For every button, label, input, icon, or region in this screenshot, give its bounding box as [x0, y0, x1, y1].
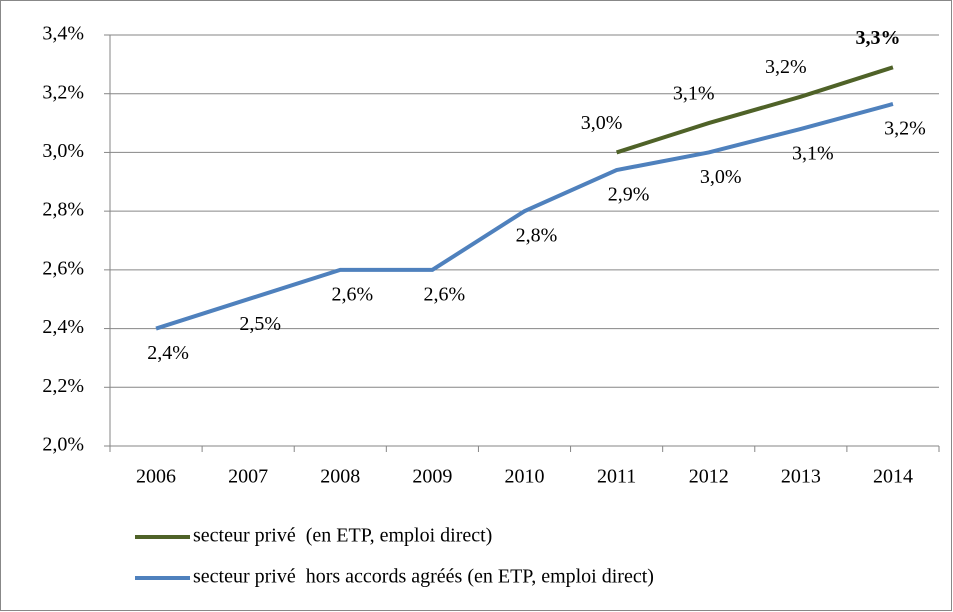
y-tick-label: 2,0% — [42, 434, 84, 456]
y-tick-label: 2,8% — [42, 199, 84, 221]
y-tick-label: 2,4% — [42, 316, 84, 338]
series-line — [616, 65, 894, 155]
x-tick-label: 2007 — [228, 466, 268, 488]
data-label: 3,2% — [884, 118, 926, 140]
y-tick-label: 3,2% — [42, 81, 84, 103]
data-label: 3,0% — [700, 166, 742, 188]
y-tick-label: 3,0% — [42, 140, 84, 162]
x-tick-label: 2008 — [320, 466, 360, 488]
data-label: 3,3% — [855, 27, 900, 49]
x-tick-label: 2012 — [689, 466, 729, 488]
legend-label: secteur privé hors accords agréés (en ET… — [193, 566, 654, 588]
x-tick-label: 2014 — [873, 466, 913, 488]
x-tick-label: 2011 — [597, 466, 636, 488]
y-tick-label: 2,2% — [42, 375, 84, 397]
data-label: 3,2% — [765, 56, 807, 78]
data-label: 3,1% — [792, 143, 834, 165]
data-label: 2,9% — [608, 184, 650, 206]
data-label: 2,4% — [147, 342, 189, 364]
data-label: 3,1% — [673, 83, 715, 105]
y-tick-label: 2,6% — [42, 257, 84, 279]
legend-label: secteur privé (en ETP, emploi direct) — [193, 525, 492, 547]
data-label: 2,6% — [331, 283, 373, 305]
y-tick-label: 3,4% — [42, 23, 84, 45]
data-label: 3,0% — [581, 112, 623, 134]
x-tick-label: 2009 — [412, 466, 452, 488]
x-tick-label: 2013 — [781, 466, 821, 488]
data-label: 2,5% — [239, 313, 281, 335]
series-line — [155, 102, 894, 331]
data-label: 2,6% — [424, 283, 466, 305]
data-label: 2,8% — [516, 225, 558, 247]
x-tick-label: 2010 — [505, 466, 545, 488]
x-tick-label: 2006 — [136, 466, 176, 488]
